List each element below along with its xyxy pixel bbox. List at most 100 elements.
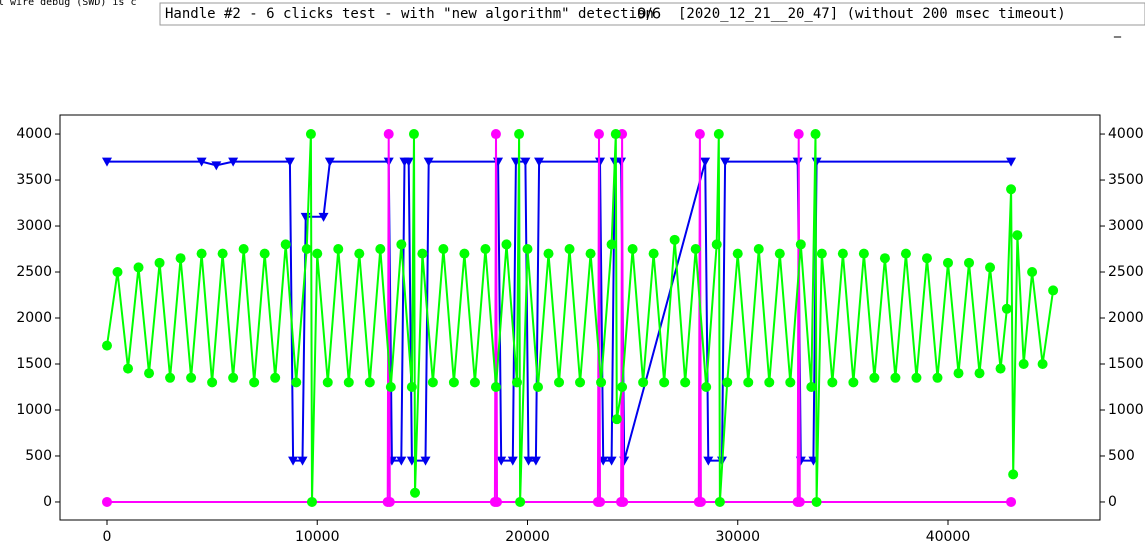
point <box>942 257 953 268</box>
point <box>593 129 604 140</box>
point <box>700 157 711 167</box>
y-tick-label: 3000 <box>16 218 52 234</box>
point <box>196 157 207 167</box>
point <box>144 368 155 379</box>
point <box>228 372 239 383</box>
point <box>1006 496 1017 507</box>
point <box>1008 469 1019 480</box>
y2-tick-label: 1000 <box>1108 402 1144 418</box>
title-box <box>159 2 1145 26</box>
point <box>408 129 419 140</box>
point <box>585 248 596 259</box>
point <box>396 239 407 250</box>
point <box>564 244 575 255</box>
point <box>1001 303 1012 314</box>
x-tick-label: 30000 <box>715 529 760 545</box>
point <box>333 244 344 255</box>
point <box>1037 358 1048 369</box>
point <box>974 368 985 379</box>
point <box>764 377 775 388</box>
point <box>305 129 316 140</box>
point <box>238 244 249 255</box>
series-line <box>106 133 1055 503</box>
point <box>713 129 724 140</box>
y2-tick-label: 4000 <box>1108 126 1144 142</box>
point <box>501 239 512 250</box>
point <box>659 377 670 388</box>
point <box>610 129 621 140</box>
point <box>743 377 754 388</box>
point <box>438 244 449 255</box>
point <box>480 244 491 255</box>
point <box>695 496 706 507</box>
point <box>492 496 503 507</box>
point <box>1027 267 1038 278</box>
point <box>101 340 112 351</box>
point <box>406 381 417 392</box>
point <box>490 381 501 392</box>
window-title: Handle #2 - 6 clicks test - with "new al… <box>165 6 654 22</box>
point <box>523 456 534 466</box>
point <box>507 456 518 466</box>
y2-tick-label: 1500 <box>1108 356 1144 372</box>
point <box>932 372 943 383</box>
point <box>714 496 725 507</box>
point <box>417 248 428 259</box>
point <box>123 363 134 374</box>
point <box>280 239 291 250</box>
point <box>490 129 501 140</box>
point <box>459 248 470 259</box>
point <box>533 381 544 392</box>
point <box>648 248 659 259</box>
point <box>364 377 375 388</box>
axes-frame <box>59 114 1101 521</box>
point <box>343 377 354 388</box>
point <box>575 377 586 388</box>
point <box>511 377 522 388</box>
point <box>420 456 431 466</box>
point <box>816 248 827 259</box>
point <box>496 456 507 466</box>
point <box>617 381 628 392</box>
point <box>720 157 731 167</box>
point <box>383 129 394 140</box>
minimize-button[interactable]: _ <box>1113 22 1122 38</box>
counter: 9/6 <box>637 5 661 23</box>
point <box>858 248 869 259</box>
point <box>228 157 239 167</box>
point <box>284 157 295 167</box>
point <box>165 372 176 383</box>
point <box>196 248 207 259</box>
point <box>995 363 1006 374</box>
point <box>827 377 838 388</box>
point <box>403 157 414 167</box>
point <box>753 244 764 255</box>
point <box>595 496 606 507</box>
point <box>711 239 722 250</box>
point <box>133 262 144 273</box>
point <box>794 496 805 507</box>
y-tick-label: 1000 <box>16 402 52 418</box>
point <box>611 414 622 425</box>
point <box>596 377 607 388</box>
point <box>793 129 804 140</box>
point <box>112 267 123 278</box>
point <box>869 372 880 383</box>
point <box>701 381 712 392</box>
point <box>606 239 617 250</box>
point <box>312 248 323 259</box>
x-tick-label: 0 <box>103 529 112 545</box>
x-tick-label: 10000 <box>295 529 340 545</box>
x-tick-label: 20000 <box>505 529 550 545</box>
point <box>618 496 629 507</box>
point <box>774 248 785 259</box>
point <box>606 456 617 466</box>
point <box>322 377 333 388</box>
point <box>911 372 922 383</box>
point <box>385 381 396 392</box>
y-tick-label: 3500 <box>16 172 52 188</box>
point <box>985 262 996 273</box>
point <box>879 253 890 264</box>
point <box>543 248 554 259</box>
